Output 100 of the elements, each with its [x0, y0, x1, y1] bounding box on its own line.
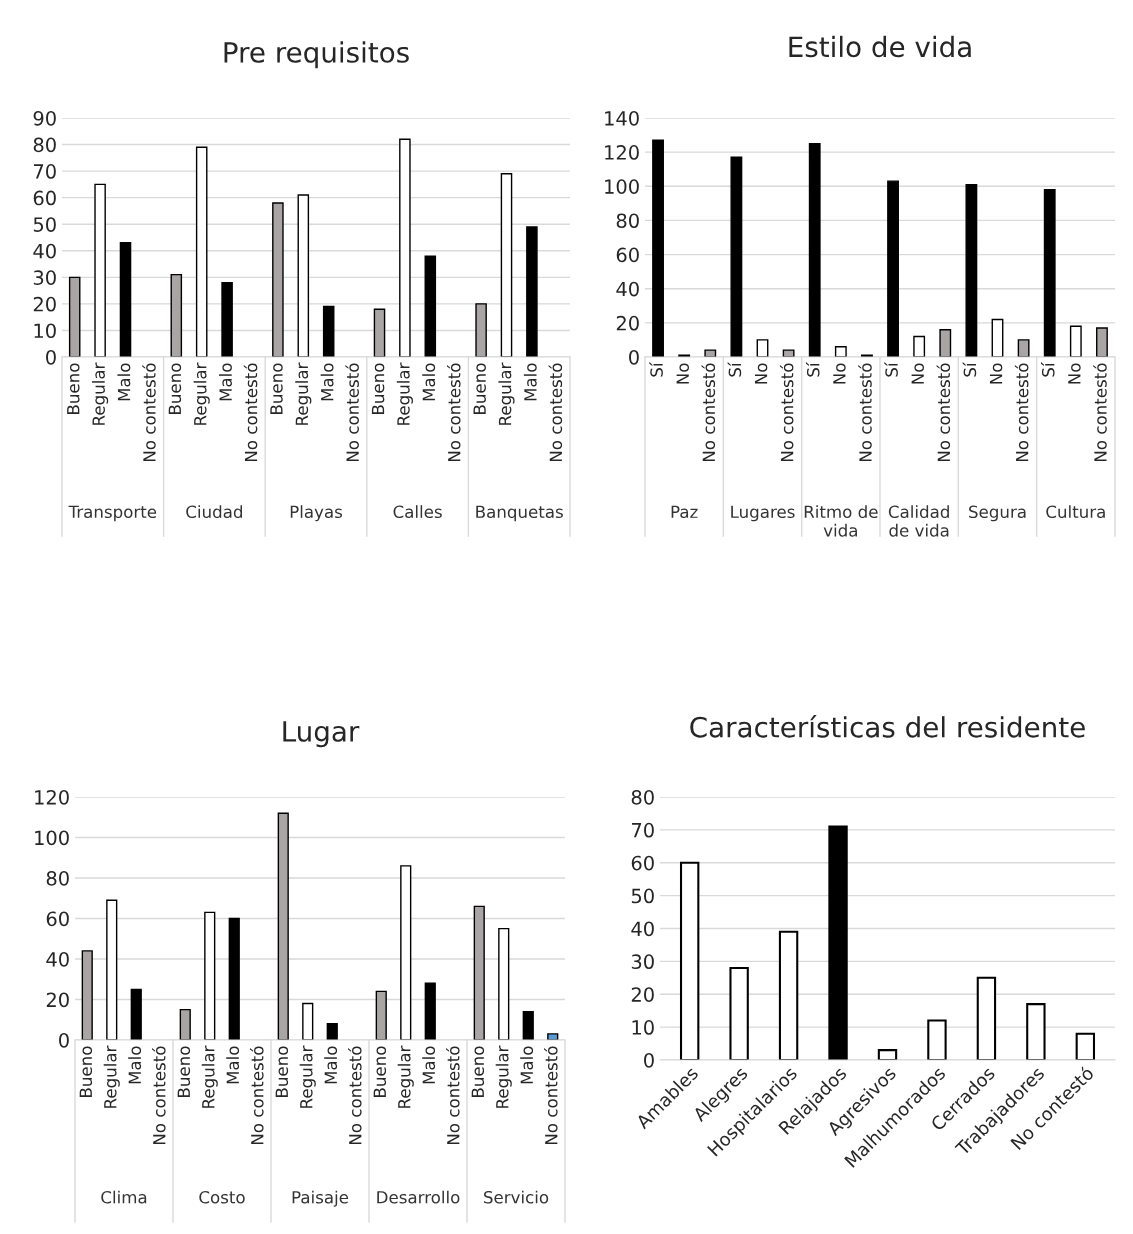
y-tick-label: 0 — [644, 1052, 654, 1068]
x-tick-label: Malo — [219, 363, 232, 401]
y-tick-label: 0 — [59, 1032, 69, 1048]
x-tick-label: No contestó — [446, 363, 461, 462]
text: Clima — [101, 1190, 147, 1204]
x-tick-label: No — [833, 363, 846, 384]
text: Playas — [290, 505, 343, 522]
x-tick-label: No contestó — [1014, 363, 1029, 462]
x-tick-label: No contestó — [779, 363, 794, 462]
x-tick-label: Regular — [103, 1045, 120, 1108]
text: Lugares — [731, 505, 795, 522]
x-tick-label: No — [676, 363, 689, 384]
x-tick-label: Regular — [201, 1045, 218, 1108]
x-tick-label: Malo — [320, 363, 334, 401]
x-tick-label: No contestó — [544, 1046, 558, 1145]
x-tick-label: Bueno — [473, 363, 486, 414]
x-tick-label: Regular — [495, 1045, 512, 1108]
y-tick-label: 50 — [33, 217, 56, 232]
x-tick-label: Sí — [805, 362, 820, 377]
x-tick-label: No contestó — [1093, 363, 1107, 462]
text: Calles — [393, 505, 442, 519]
x-tick-label: No — [1068, 363, 1081, 384]
chart-title: Estilo de vida — [789, 35, 971, 58]
y-tick-label: 70 — [631, 822, 654, 838]
text: Paisaje — [292, 1190, 349, 1207]
x-tick-label: Malo — [422, 1046, 436, 1084]
x-tick-label: Regular — [299, 1045, 316, 1108]
x-tick-label: No — [911, 363, 924, 384]
y-tick-label: 40 — [46, 951, 69, 967]
text: Servicio — [484, 1190, 549, 1204]
y-tick-label: 60 — [46, 911, 69, 927]
x-tick-label: Bueno — [79, 1046, 93, 1097]
y-tick-label: 100 — [605, 179, 639, 194]
y-tick-label: 80 — [631, 789, 654, 805]
y-tick-label: 80 — [46, 870, 69, 886]
text: Ciudad — [186, 505, 242, 519]
x-tick-label: No contestó — [243, 363, 258, 462]
y-tick-label: 10 — [632, 1020, 654, 1035]
y-tick-label: 60 — [616, 247, 639, 263]
text: Desarrollo — [377, 1190, 460, 1204]
x-tick-label: Sí — [962, 362, 977, 377]
x-tick-label: Bueno — [373, 1046, 387, 1097]
x-tick-label: Malo — [226, 1046, 240, 1084]
y-tick-label: 40 — [631, 921, 654, 937]
x-tick-label: Bueno — [67, 363, 80, 414]
y-tick-label: 100 — [35, 830, 69, 846]
x-tick-label: Malo — [117, 363, 131, 401]
y-tick-label: 0 — [46, 349, 56, 365]
text: Calidad de vida — [888, 505, 949, 537]
x-tick-label: Bueno — [168, 363, 182, 414]
x-tick-label: No contestó — [701, 363, 716, 462]
y-tick-label: 40 — [33, 243, 56, 259]
x-tick-label: Regular — [498, 362, 515, 425]
x-tick-label: Malo — [422, 363, 436, 401]
y-tick-label: 60 — [631, 855, 654, 871]
x-tick-label: Regular — [193, 362, 210, 425]
x-tick-label: No contestó — [348, 1046, 362, 1145]
y-tick-label: 90 — [33, 110, 56, 126]
y-tick-label: 120 — [35, 789, 69, 805]
y-tick-label: 20 — [631, 987, 654, 1002]
y-tick-label: 20 — [33, 296, 56, 312]
y-tick-label: 80 — [616, 213, 639, 229]
y-tick-label: 20 — [616, 315, 639, 331]
x-tick-label: Sí — [649, 362, 663, 377]
x-tick-label: Bueno — [471, 1046, 485, 1097]
x-tick-label: No — [754, 363, 768, 384]
x-tick-label: Sí — [727, 362, 742, 377]
chart-title: Características del residente — [690, 715, 1085, 738]
chart-title: Lugar — [283, 721, 360, 748]
x-tick-label: Regular — [396, 362, 413, 425]
x-tick-label: Malo — [523, 363, 537, 401]
y-tick-label: 0 — [629, 349, 639, 365]
x-tick-label: No contestó — [142, 363, 156, 462]
chart-title: Pre requisitos — [224, 41, 409, 69]
x-tick-label: Bueno — [270, 363, 283, 414]
x-tick-label: Bueno — [177, 1046, 191, 1097]
x-tick-label: Bueno — [371, 363, 385, 414]
x-tick-label: No contestó — [936, 363, 951, 462]
x-tick-label: Regular — [295, 362, 312, 425]
y-tick-label: 30 — [33, 270, 56, 285]
y-tick-label: 140 — [605, 110, 639, 126]
x-tick-label: Sí — [1040, 362, 1055, 377]
y-tick-label: 60 — [33, 190, 56, 206]
text: Ritmo de vida — [804, 505, 878, 537]
x-tick-label: No contestó — [345, 363, 359, 462]
y-tick-label: 10 — [34, 323, 56, 339]
x-tick-label: Regular — [397, 1045, 414, 1108]
x-tick-label: Sí — [884, 362, 898, 377]
x-tick-label: Malo — [324, 1046, 338, 1084]
x-tick-label: Regular — [92, 362, 109, 425]
x-tick-label: No contestó — [446, 1046, 460, 1145]
y-tick-label: 20 — [46, 992, 69, 1008]
y-tick-label: 50 — [631, 888, 654, 904]
x-tick-label: No contestó — [548, 363, 563, 462]
y-tick-label: 30 — [631, 954, 654, 970]
y-tick-label: 80 — [33, 137, 56, 153]
x-tick-label: Malo — [520, 1046, 534, 1084]
y-tick-label: 70 — [33, 164, 56, 179]
y-tick-label: 40 — [616, 281, 639, 297]
y-tick-label: 120 — [605, 145, 639, 160]
